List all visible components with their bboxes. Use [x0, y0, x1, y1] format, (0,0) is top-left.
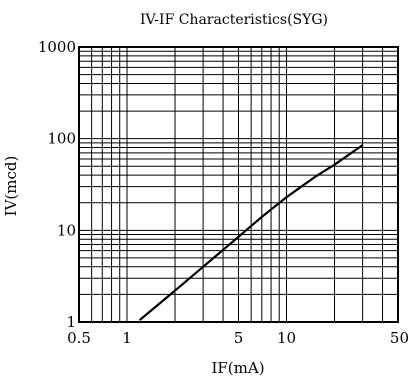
- x-tick-label: 10: [277, 329, 296, 347]
- y-axis-label: IV(mcd): [2, 156, 20, 217]
- series-line: [138, 144, 364, 321]
- grid: [79, 47, 398, 322]
- y-tick-label: 1000: [38, 38, 76, 56]
- x-tick-label: 5: [234, 329, 244, 347]
- y-tick-label: 100: [47, 130, 76, 148]
- x-tick-label: 1: [122, 329, 132, 347]
- x-tick-labels: 0.5 1 5 10 50: [67, 329, 409, 347]
- x-tick-label: 0.5: [67, 329, 91, 347]
- x-tick-label: 50: [390, 329, 409, 347]
- chart-title: IV-IF Characteristics(SYG): [140, 12, 328, 28]
- y-tick-label: 1: [66, 313, 76, 331]
- y-tick-label: 10: [57, 221, 76, 239]
- x-axis-label: IF(mA): [211, 359, 264, 377]
- y-tick-labels: 1 10 100 1000: [38, 38, 76, 331]
- plot-frame: [78, 46, 399, 323]
